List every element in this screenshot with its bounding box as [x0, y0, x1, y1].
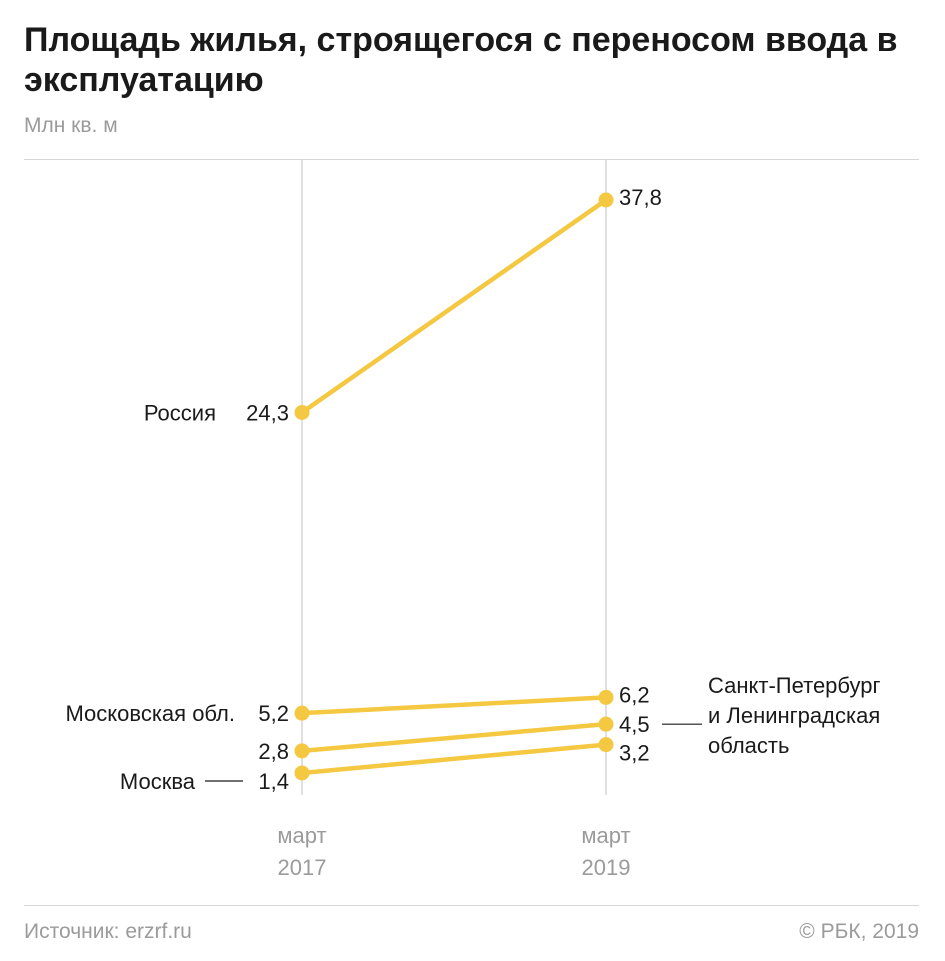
series-name-label: область: [708, 733, 789, 758]
data-point: [598, 716, 614, 732]
data-label: 37,8: [619, 185, 662, 210]
series-line: [299, 695, 609, 716]
series-name-label: Санкт-Петербург: [708, 673, 881, 698]
data-point: [294, 743, 310, 759]
data-label: 3,2: [619, 741, 650, 766]
data-label: 1,4: [258, 769, 289, 794]
source-note: Источник: erzrf.ru: [24, 920, 192, 943]
x-tick-label: 2019: [582, 855, 631, 880]
data-point: [294, 405, 310, 420]
x-tick-label: 2017: [278, 855, 327, 880]
series-name-label: Москва: [120, 769, 196, 794]
data-label: 6,2: [619, 682, 650, 707]
x-tick-label: март: [581, 823, 630, 848]
bottom-divider: [24, 905, 919, 906]
data-point: [598, 192, 614, 208]
copyright-note: © РБК, 2019: [799, 920, 919, 943]
data-label: 5,2: [258, 701, 289, 726]
data-point: [294, 705, 310, 721]
series-line: [299, 197, 609, 415]
series-name-label: и Ленинградская: [708, 703, 880, 728]
top-divider: [24, 159, 919, 160]
data-label: 4,5: [619, 712, 650, 737]
data-point: [598, 737, 614, 753]
series-name-label: Московская обл.: [65, 701, 235, 726]
data-point: [598, 689, 614, 705]
data-point: [294, 765, 310, 781]
chart-title: Площадь жилья, строящегося с переносом в…: [24, 21, 898, 99]
series-line: [299, 721, 609, 754]
x-tick-label: март: [277, 823, 326, 848]
data-label: 2,8: [258, 739, 289, 764]
series-line: [299, 742, 609, 776]
data-label: 24,3: [246, 401, 289, 426]
series-name-label: Россия: [144, 401, 216, 426]
unit-label: Млн кв. м: [24, 114, 118, 137]
